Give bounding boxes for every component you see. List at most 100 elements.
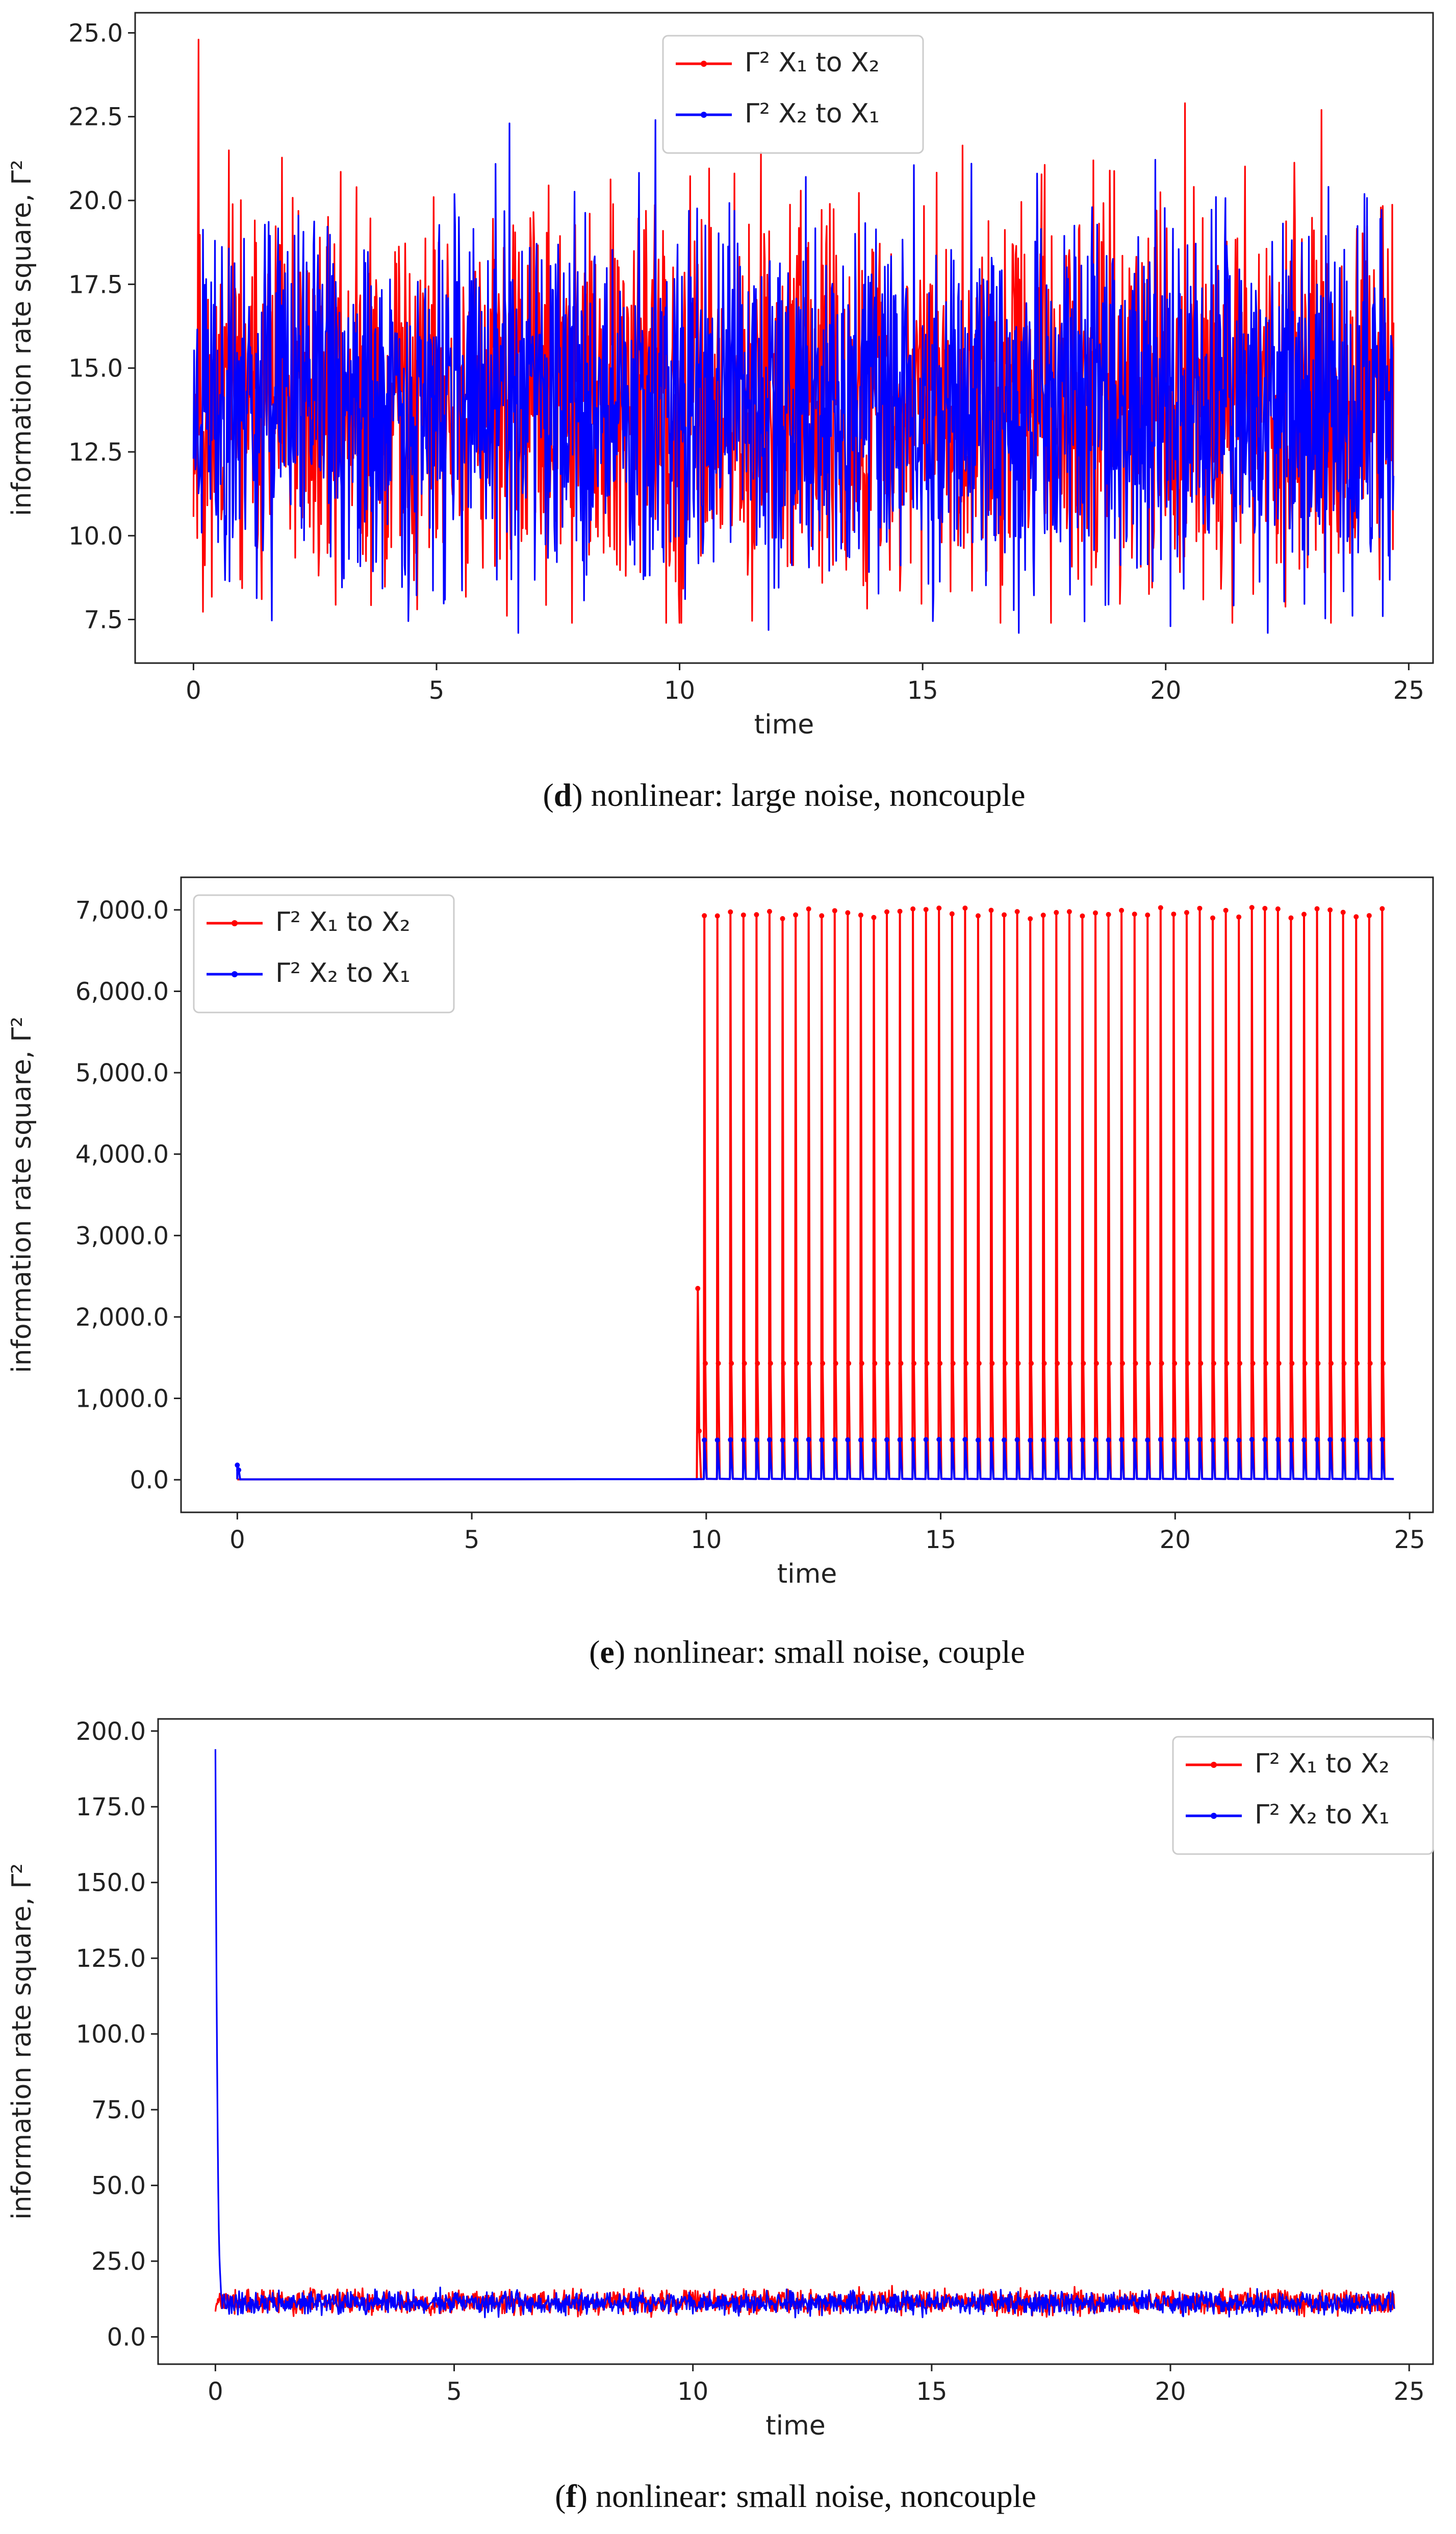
series-marker bbox=[793, 912, 799, 918]
series-marker bbox=[988, 1437, 994, 1442]
series-marker bbox=[1119, 907, 1125, 913]
series-marker bbox=[235, 1462, 240, 1468]
series-marker bbox=[794, 1360, 799, 1366]
series-marker bbox=[716, 1360, 721, 1366]
y-tick-label: 25.0 bbox=[68, 19, 123, 47]
y-axis-label: information rate square, Γ² bbox=[7, 1863, 37, 2220]
x-axis-label: time bbox=[765, 2411, 825, 2441]
series-marker bbox=[714, 913, 720, 919]
series-marker bbox=[819, 1437, 825, 1443]
series-marker bbox=[871, 915, 877, 920]
y-tick-label: 10.0 bbox=[68, 522, 123, 550]
legend-marker-1 bbox=[232, 920, 238, 926]
y-tick-label: 4,000.0 bbox=[75, 1141, 169, 1169]
series-marker bbox=[897, 1437, 903, 1442]
series-marker bbox=[1197, 1437, 1203, 1442]
series-marker bbox=[1289, 1360, 1295, 1366]
panel-caption-letter: d bbox=[554, 777, 572, 813]
series-marker bbox=[714, 1437, 720, 1443]
series-marker bbox=[832, 908, 837, 914]
legend: Γ² X₁ to X₂ Γ² X₂ to X₁ bbox=[193, 894, 455, 1013]
panel-caption-letter: f bbox=[566, 2478, 577, 2514]
panel-caption: (e) nonlinear: small noise, couple bbox=[589, 1634, 1025, 1670]
series-marker bbox=[697, 1428, 702, 1434]
series-marker bbox=[702, 1360, 708, 1366]
panel-caption-letter: e bbox=[600, 1634, 614, 1670]
series-marker bbox=[1353, 914, 1359, 920]
series-marker bbox=[962, 905, 968, 911]
chart-panel-f: 0 5 10 15 20 25 0.0 25.0 50.0 75.0 100.0 125.0 150.0… bbox=[7, 1717, 1434, 2514]
chart-panel-d: 0 5 10 15 20 25 7.5 10.0 12.5 15.0 17.5 20.0 22.5 25.… bbox=[7, 12, 1434, 813]
series-marker bbox=[1029, 1360, 1034, 1366]
series-marker bbox=[1275, 1437, 1281, 1442]
axes-frame bbox=[180, 876, 1434, 1513]
series-marker bbox=[1353, 1437, 1359, 1443]
series-marker bbox=[846, 1360, 852, 1366]
x-tick-label: 20 bbox=[1150, 676, 1181, 705]
series-marker bbox=[1341, 1360, 1347, 1366]
series-marker bbox=[845, 1437, 851, 1442]
y-tick-label: 3,000.0 bbox=[75, 1222, 169, 1250]
series-marker bbox=[740, 912, 746, 918]
plot-area bbox=[192, 39, 1395, 634]
panel-caption: (d) nonlinear: large noise, noncouple bbox=[543, 777, 1025, 813]
series-marker bbox=[754, 912, 759, 918]
legend-label-2: Γ² X₂ to X₁ bbox=[1255, 1800, 1390, 1830]
y-tick-label: 7.5 bbox=[84, 606, 123, 635]
series-marker bbox=[1198, 1360, 1204, 1366]
series-marker bbox=[1340, 1437, 1346, 1442]
series-marker bbox=[936, 1437, 942, 1442]
series-marker bbox=[1002, 1360, 1008, 1366]
series-marker bbox=[1106, 1437, 1111, 1443]
series-marker bbox=[1223, 1437, 1229, 1442]
series-line-2 bbox=[236, 1438, 1394, 1481]
series-marker bbox=[1080, 1437, 1085, 1443]
series-marker bbox=[1014, 1437, 1020, 1442]
y-tick-label: 22.5 bbox=[68, 103, 123, 132]
y-tick-label: 2,000.0 bbox=[75, 1303, 169, 1332]
series-marker bbox=[1066, 909, 1072, 915]
y-tick-label: 200.0 bbox=[76, 1717, 146, 1746]
x-tick-label: 25 bbox=[1393, 676, 1424, 705]
x-tick-label: 15 bbox=[925, 1526, 956, 1554]
series-marker bbox=[1040, 913, 1046, 918]
series-marker bbox=[1302, 1360, 1308, 1366]
series-marker bbox=[1249, 905, 1255, 910]
x-tick-label: 5 bbox=[464, 1526, 480, 1554]
series-marker bbox=[936, 905, 942, 911]
series-marker bbox=[1367, 1360, 1373, 1366]
x-tick-label: 0 bbox=[208, 2377, 223, 2406]
series-marker bbox=[1145, 1437, 1151, 1443]
series-marker bbox=[1340, 909, 1346, 915]
series-marker bbox=[1263, 1360, 1269, 1366]
series-marker bbox=[820, 1360, 826, 1366]
panel-caption: (f) nonlinear: small noise, noncouple bbox=[555, 2478, 1036, 2514]
series-marker bbox=[1106, 911, 1111, 917]
series-marker bbox=[871, 1437, 877, 1443]
legend-marker-2 bbox=[1211, 1813, 1217, 1819]
series-marker bbox=[1146, 1360, 1152, 1366]
series-marker bbox=[768, 1360, 773, 1366]
axes-frame bbox=[134, 12, 1434, 664]
series-marker bbox=[884, 1437, 889, 1442]
series-marker bbox=[897, 908, 903, 914]
series-line-2 bbox=[192, 119, 1395, 634]
y-tick-label: 0.0 bbox=[130, 1466, 169, 1494]
series-marker bbox=[963, 1360, 969, 1366]
series-marker bbox=[1223, 907, 1229, 913]
x-tick-label: 15 bbox=[907, 676, 938, 705]
series-marker bbox=[1080, 913, 1085, 919]
series-marker bbox=[898, 1360, 904, 1366]
series-marker bbox=[1158, 1437, 1163, 1442]
series-marker bbox=[989, 1360, 995, 1366]
y-tick-label: 25.0 bbox=[91, 2247, 146, 2276]
series-marker bbox=[1145, 912, 1151, 918]
x-tick-label: 15 bbox=[916, 2377, 947, 2406]
series-marker bbox=[832, 1437, 837, 1442]
series-marker bbox=[924, 1360, 930, 1366]
series-marker bbox=[1380, 1437, 1385, 1442]
series-marker bbox=[1249, 1437, 1255, 1442]
series-marker bbox=[1328, 1360, 1334, 1366]
series-marker bbox=[1262, 1437, 1268, 1442]
x-tick-label: 5 bbox=[429, 676, 445, 705]
